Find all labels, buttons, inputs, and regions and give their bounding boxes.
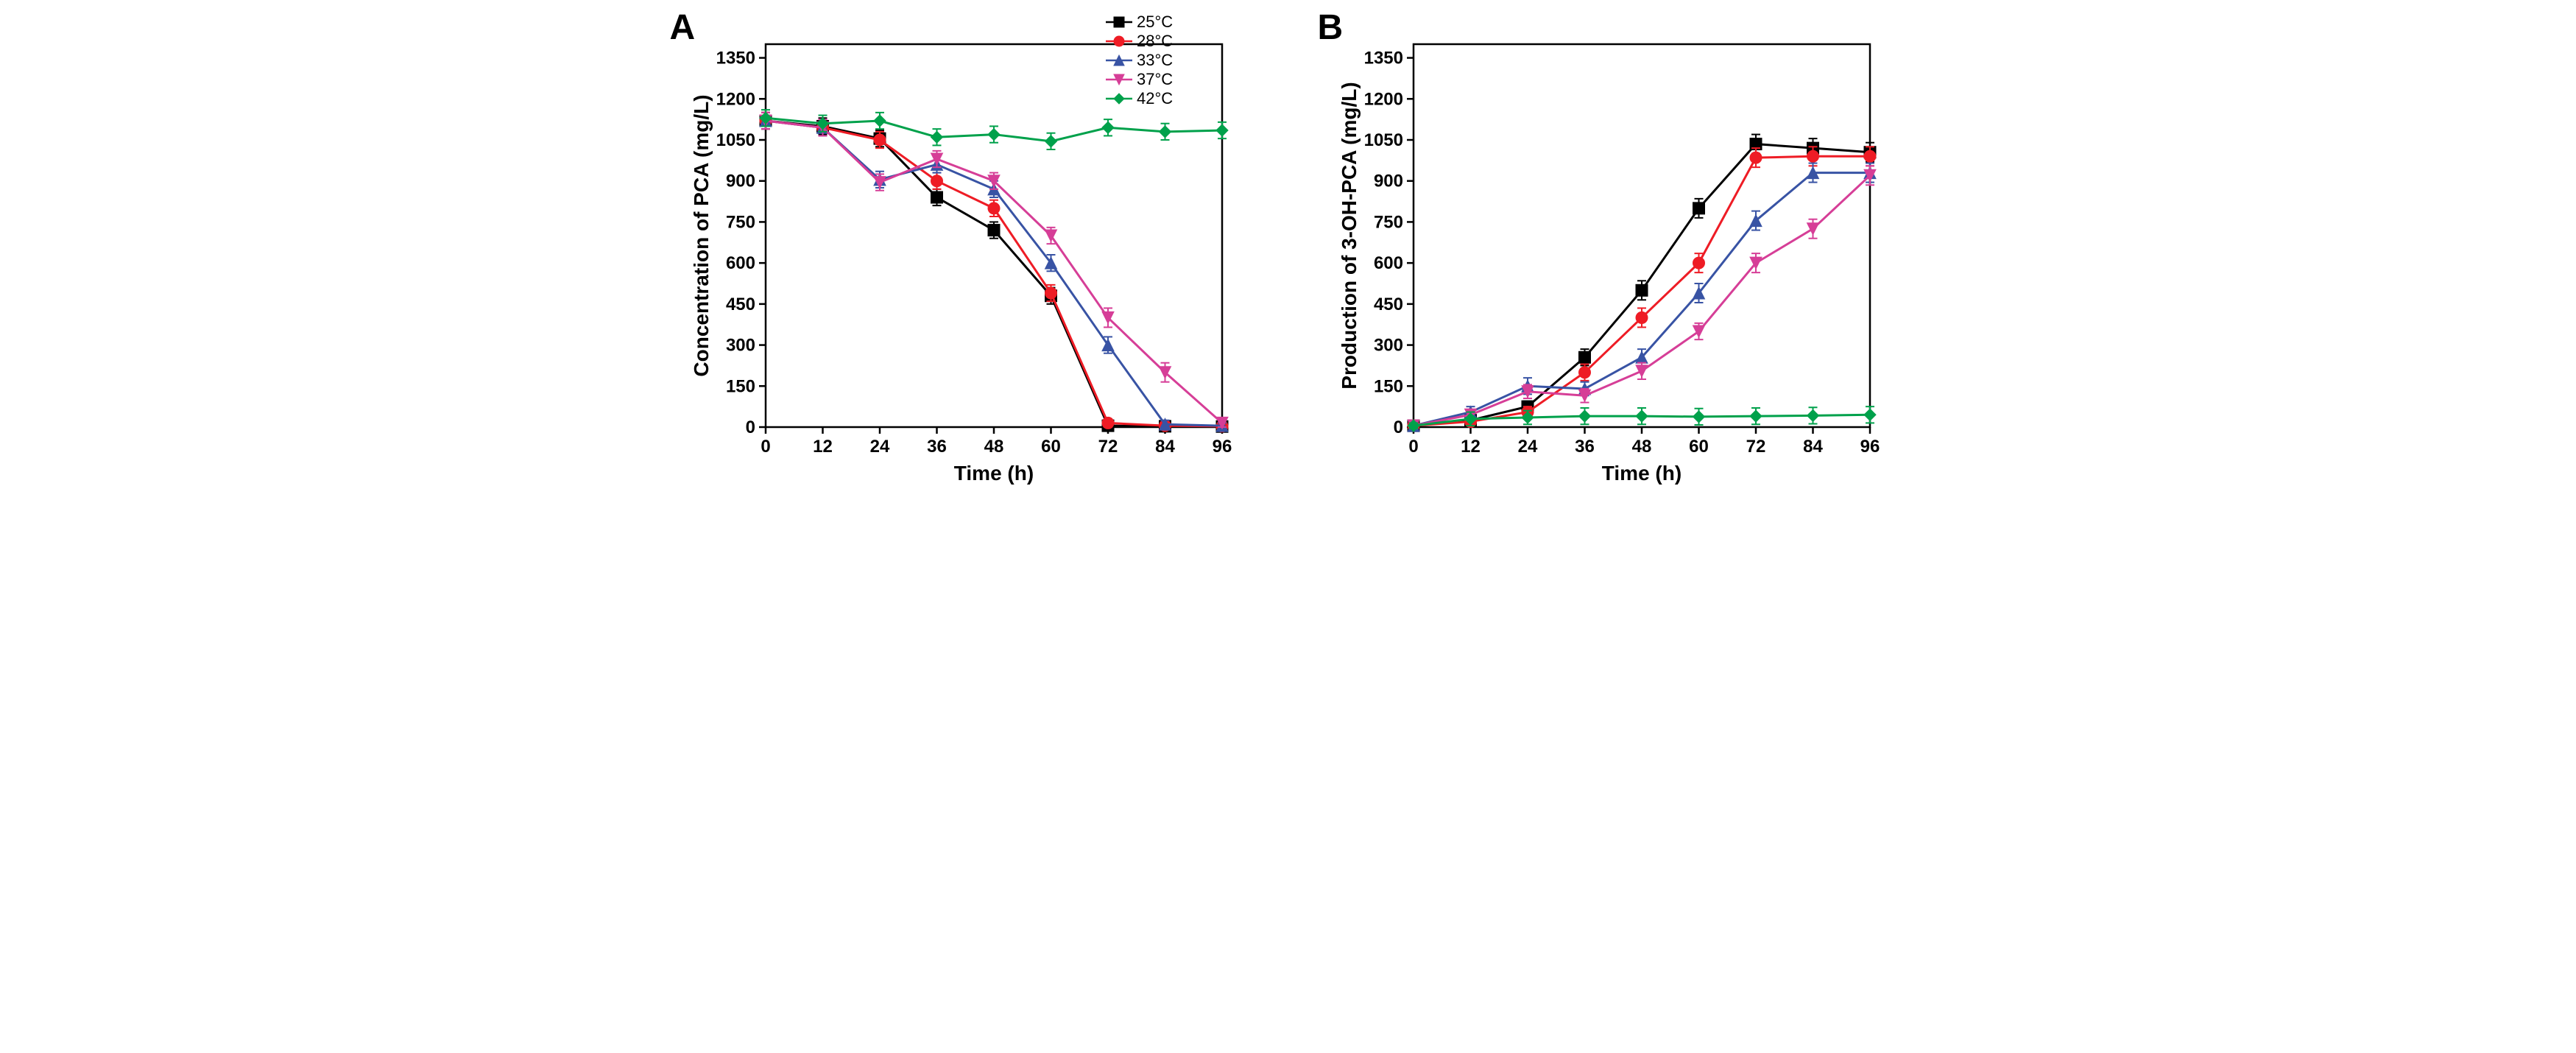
- svg-text:Time (h): Time (h): [1601, 462, 1681, 485]
- svg-text:900: 900: [1373, 172, 1402, 191]
- svg-text:0: 0: [745, 418, 755, 437]
- svg-text:150: 150: [725, 376, 755, 396]
- svg-text:25°C: 25°C: [1137, 15, 1173, 31]
- svg-text:60: 60: [1041, 437, 1061, 457]
- chart-a: 0 12 24 36 48 60 72 84 96 0 150 300 450 600 750 900 1050…: [685, 15, 1244, 493]
- svg-text:Concentration of PCA (mg/L): Concentration of PCA (mg/L): [690, 94, 713, 376]
- svg-text:1350: 1350: [1363, 49, 1402, 68]
- svg-text:0: 0: [1393, 418, 1402, 437]
- panel-b-label: B: [1318, 7, 1344, 48]
- svg-text:1050: 1050: [1363, 130, 1402, 150]
- svg-text:33°C: 33°C: [1137, 51, 1173, 69]
- svg-text:24: 24: [1517, 437, 1537, 457]
- svg-text:84: 84: [1155, 437, 1175, 457]
- svg-text:450: 450: [725, 295, 755, 314]
- svg-text:12: 12: [813, 437, 833, 457]
- svg-text:1050: 1050: [716, 130, 755, 150]
- svg-text:1350: 1350: [716, 49, 755, 68]
- svg-text:72: 72: [1746, 437, 1765, 457]
- svg-text:24: 24: [869, 437, 889, 457]
- chart-b: 0 12 24 36 48 60 72 84 96 0 150 300 450 600 750 900 1050…: [1333, 15, 1892, 493]
- svg-text:750: 750: [1373, 212, 1402, 232]
- svg-text:300: 300: [1373, 336, 1402, 356]
- svg-text:Production of 3-OH-PCA (mg/L): Production of 3-OH-PCA (mg/L): [1338, 82, 1361, 389]
- svg-text:1200: 1200: [716, 89, 755, 109]
- svg-text:600: 600: [725, 253, 755, 273]
- svg-text:36: 36: [927, 437, 947, 457]
- svg-text:300: 300: [725, 336, 755, 356]
- svg-text:750: 750: [725, 212, 755, 232]
- svg-text:150: 150: [1373, 376, 1402, 396]
- panel-a-label: A: [670, 7, 696, 48]
- figure-container: A 01224364860728496015030045060075090010…: [15, 15, 2561, 497]
- svg-text:0: 0: [761, 437, 770, 457]
- svg-text:900: 900: [725, 172, 755, 191]
- svg-text:0: 0: [1408, 437, 1418, 457]
- svg-text:28°C: 28°C: [1137, 32, 1173, 50]
- svg-text:42°C: 42°C: [1137, 89, 1173, 108]
- svg-text:12: 12: [1461, 437, 1481, 457]
- svg-text:96: 96: [1212, 437, 1232, 457]
- panel-b: B 01224364860728496015030045060075090010…: [1333, 15, 1892, 497]
- svg-text:450: 450: [1373, 295, 1402, 314]
- svg-text:600: 600: [1373, 253, 1402, 273]
- svg-text:48: 48: [984, 437, 1003, 457]
- svg-text:72: 72: [1098, 437, 1118, 457]
- svg-text:48: 48: [1631, 437, 1651, 457]
- panel-a: A 01224364860728496015030045060075090010…: [685, 15, 1244, 497]
- svg-text:96: 96: [1860, 437, 1880, 457]
- svg-text:1200: 1200: [1363, 89, 1402, 109]
- svg-text:37°C: 37°C: [1137, 70, 1173, 88]
- svg-text:60: 60: [1689, 437, 1709, 457]
- svg-text:36: 36: [1575, 437, 1595, 457]
- svg-text:Time (h): Time (h): [953, 462, 1033, 485]
- svg-text:84: 84: [1803, 437, 1823, 457]
